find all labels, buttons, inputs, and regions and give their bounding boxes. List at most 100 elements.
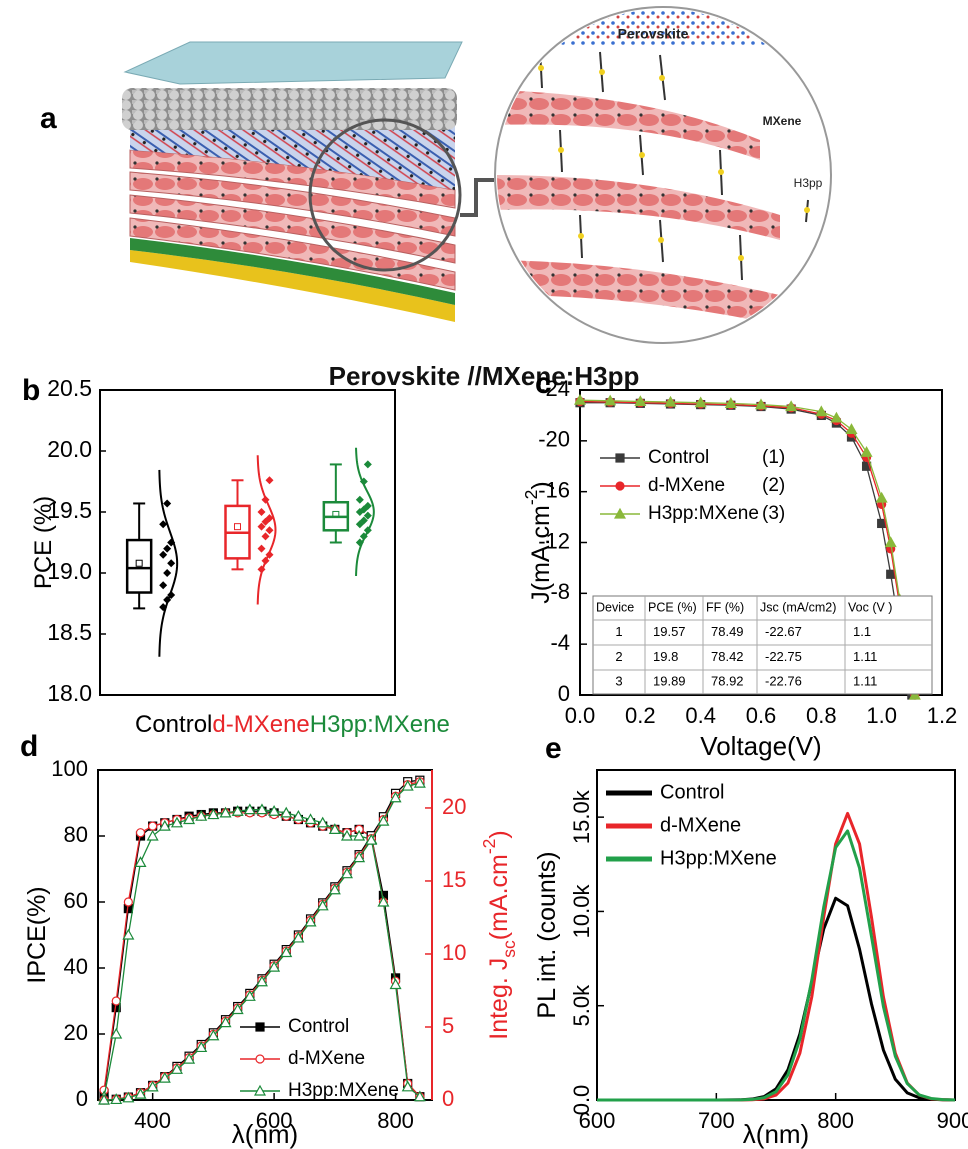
marker — [292, 931, 305, 943]
marker — [860, 446, 873, 457]
table-cell: 78.92 — [711, 673, 744, 688]
marker — [615, 481, 625, 491]
y-axis-label-part: -2 — [521, 490, 541, 506]
y2-tick-label: 5 — [442, 1013, 454, 1038]
marker — [195, 809, 208, 821]
table-header: PCE (%) — [648, 600, 697, 614]
marker — [401, 1080, 414, 1092]
marker — [830, 411, 843, 423]
table-cell: 19.89 — [653, 673, 686, 688]
point — [163, 544, 172, 553]
marker — [613, 507, 627, 519]
point — [159, 550, 168, 559]
legend-label: d-MXene — [288, 1048, 365, 1069]
zoom-frame — [494, 6, 832, 344]
x-tick-label: 0.0 — [565, 703, 596, 728]
marker — [98, 1093, 111, 1105]
y-tick-label: -16 — [538, 477, 570, 502]
marker — [243, 990, 256, 1001]
marker — [754, 398, 768, 410]
marker — [604, 394, 617, 406]
marker — [365, 833, 378, 845]
point — [261, 532, 270, 541]
marker — [122, 928, 135, 940]
mean — [234, 523, 241, 531]
y-axis-label-part: PCE (%) — [30, 496, 57, 589]
series — [597, 829, 956, 1102]
table-cell: -22.75 — [765, 649, 802, 664]
marker — [231, 1003, 244, 1015]
x-axis-label: Voltage(V) — [700, 731, 821, 761]
legend-label: d-MXene — [648, 475, 725, 496]
marker — [328, 883, 341, 895]
marker — [724, 397, 737, 408]
marker — [353, 829, 366, 841]
point — [265, 476, 274, 485]
data-table: Device PCE (%) FF (%) Jsc (mA/cm2) Voc (V ) 1… — [592, 595, 933, 695]
x-tick-label: 600 — [579, 1108, 616, 1133]
marker — [389, 791, 402, 803]
table-cell: 1 — [615, 624, 622, 639]
x-tick-label: 400 — [134, 1108, 171, 1133]
marker — [340, 867, 354, 879]
y2-axis-label-part: -2 — [479, 839, 499, 855]
device-stack — [122, 41, 494, 322]
marker — [255, 1022, 265, 1032]
point — [257, 544, 266, 553]
y-tick-label: 20.5 — [47, 375, 92, 401]
marker — [815, 405, 828, 417]
mxene-sheet — [497, 260, 800, 330]
marker — [243, 803, 256, 815]
y2-axis-label-part: ) — [485, 830, 513, 838]
point — [257, 522, 266, 531]
marker — [615, 453, 625, 463]
marker — [377, 895, 390, 907]
marker — [134, 856, 147, 867]
legend-item: Control (1) — [600, 447, 785, 468]
zoom-circle — [308, 118, 462, 272]
table-header: Device — [596, 600, 634, 614]
y-axis-label-part: J(mA.cm — [527, 505, 555, 604]
box-group — [224, 455, 277, 605]
y-tick-label: 0.0 — [569, 1085, 594, 1116]
marker — [280, 806, 293, 818]
marker — [413, 1090, 426, 1102]
x-tick-label: 0.6 — [746, 703, 777, 728]
legend-label: H3pp:MXene — [660, 847, 777, 869]
legend-label: Control — [660, 781, 724, 803]
x-tick-label: 600 — [256, 1108, 293, 1133]
table-header: FF (%) — [706, 600, 744, 614]
line — [597, 829, 956, 1102]
zoom-view — [494, 6, 832, 344]
point — [363, 460, 372, 469]
marker — [158, 819, 171, 831]
y-tick-label: 60 — [64, 888, 88, 913]
x-tick-label: 1.2 — [927, 703, 958, 728]
marker — [413, 776, 426, 788]
marker — [316, 816, 329, 828]
legend-label: H3pp:MXene — [288, 1080, 399, 1101]
illustration-label: H3pp — [794, 176, 823, 190]
legend-item: Control — [240, 1016, 349, 1037]
marker — [664, 395, 677, 407]
x-axis-label-part: λ(nm) — [232, 1119, 298, 1149]
x-tick-label: 700 — [698, 1108, 735, 1133]
marker — [111, 996, 121, 1006]
y2-tick-label: 0 — [442, 1086, 454, 1111]
x-tick-label: 0.2 — [625, 703, 656, 728]
table-cell: -22.76 — [765, 673, 802, 688]
panel-label: d — [20, 730, 38, 763]
mxene-layer — [129, 149, 456, 209]
legend-index: (1) — [762, 447, 785, 468]
x-tick-label: 800 — [817, 1108, 854, 1133]
table-cell: 78.49 — [711, 624, 744, 639]
mxene-sheet — [497, 90, 760, 160]
caption: Perovskite //MXene:H3pp — [329, 361, 640, 391]
marker — [134, 1087, 147, 1099]
x-tick-label: 0.4 — [685, 703, 716, 728]
green-layer — [130, 238, 455, 305]
point — [163, 569, 172, 577]
y-tick-label: 0 — [76, 1086, 88, 1111]
